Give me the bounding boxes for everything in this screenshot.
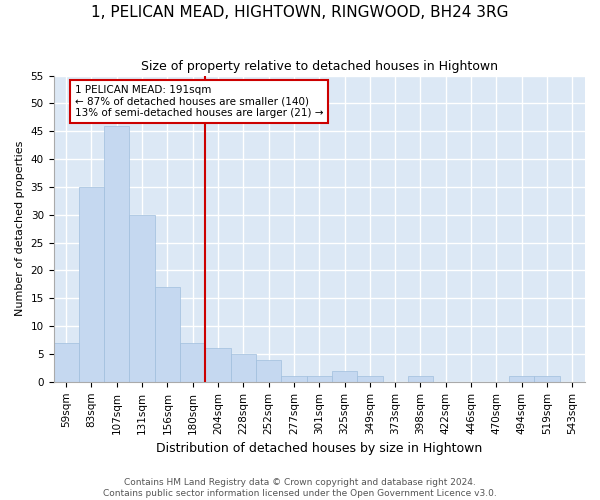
Bar: [256, 360, 281, 382]
Bar: [104, 126, 130, 382]
Text: Contains HM Land Registry data © Crown copyright and database right 2024.
Contai: Contains HM Land Registry data © Crown c…: [103, 478, 497, 498]
Bar: [130, 215, 155, 382]
Bar: [230, 354, 256, 382]
Bar: [307, 376, 332, 382]
Bar: [281, 376, 307, 382]
Bar: [357, 376, 383, 382]
Text: 1, PELICAN MEAD, HIGHTOWN, RINGWOOD, BH24 3RG: 1, PELICAN MEAD, HIGHTOWN, RINGWOOD, BH2…: [91, 5, 509, 20]
Bar: [332, 370, 357, 382]
Bar: [180, 343, 205, 382]
Text: 1 PELICAN MEAD: 191sqm
← 87% of detached houses are smaller (140)
13% of semi-de: 1 PELICAN MEAD: 191sqm ← 87% of detached…: [75, 84, 323, 118]
Bar: [155, 287, 180, 382]
Bar: [205, 348, 230, 382]
Y-axis label: Number of detached properties: Number of detached properties: [15, 141, 25, 316]
Bar: [79, 187, 104, 382]
X-axis label: Distribution of detached houses by size in Hightown: Distribution of detached houses by size …: [156, 442, 482, 455]
Bar: [53, 343, 79, 382]
Bar: [535, 376, 560, 382]
Title: Size of property relative to detached houses in Hightown: Size of property relative to detached ho…: [141, 60, 498, 73]
Bar: [408, 376, 433, 382]
Bar: [509, 376, 535, 382]
